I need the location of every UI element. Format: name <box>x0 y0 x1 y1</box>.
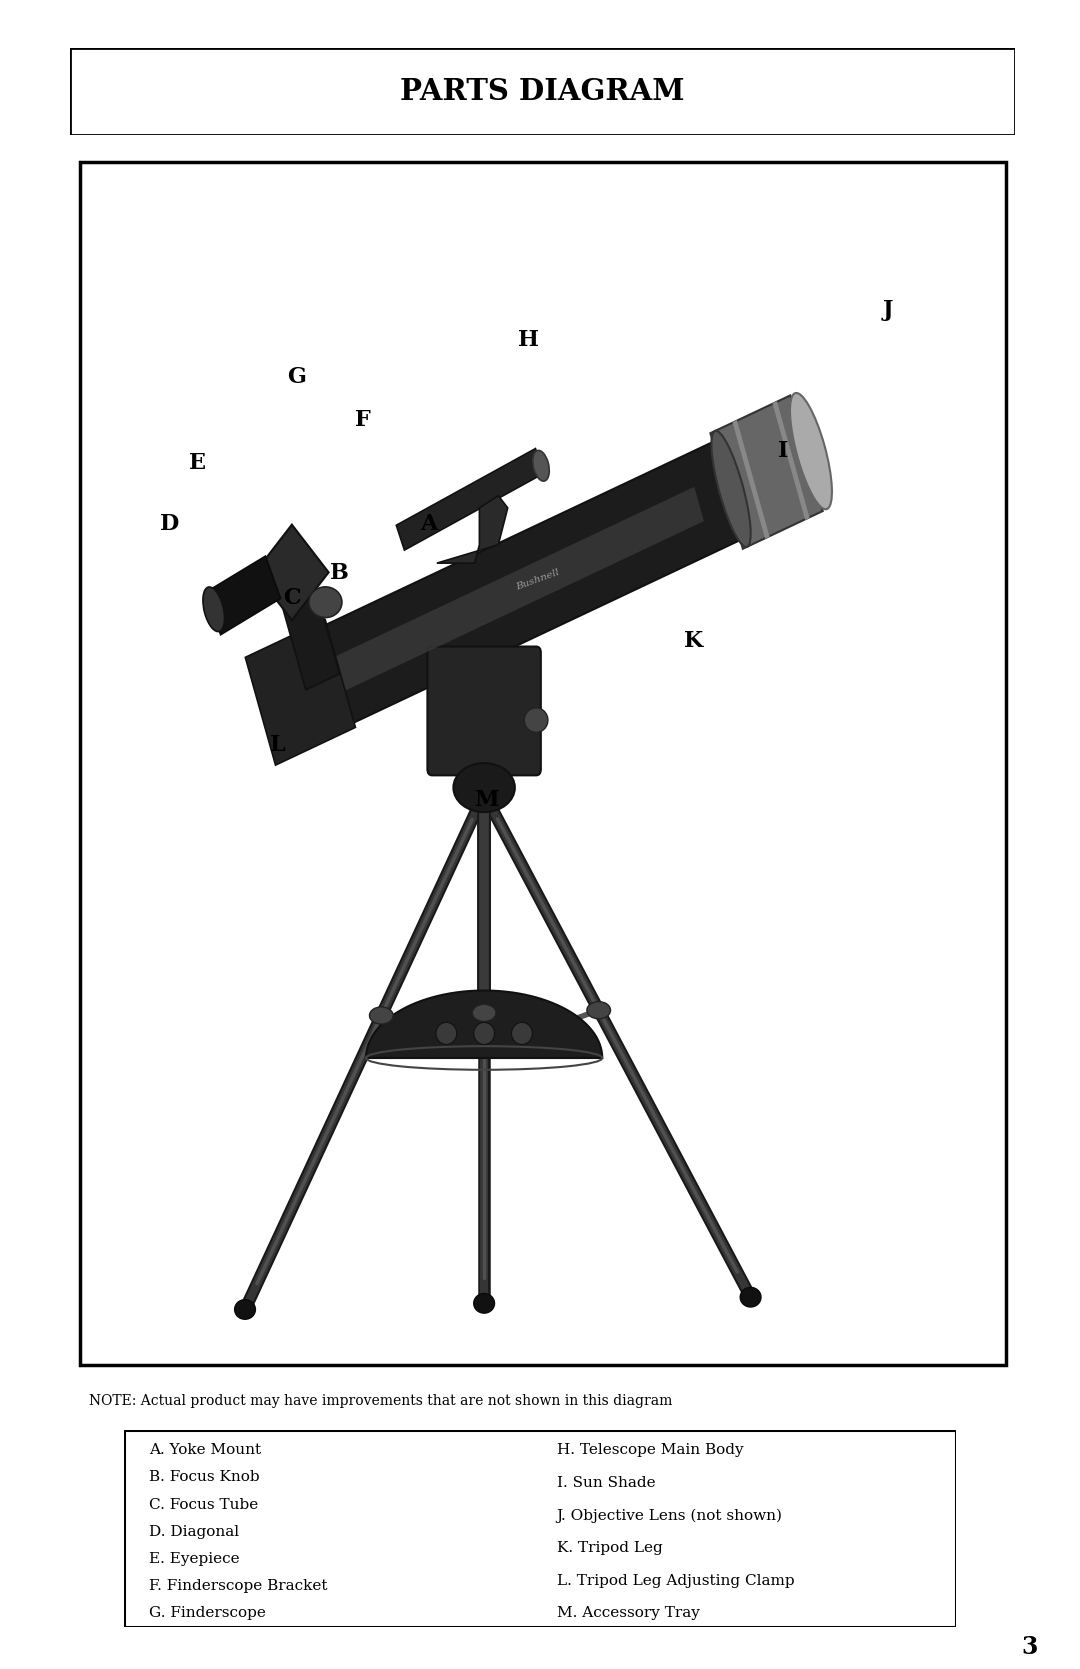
Ellipse shape <box>234 1300 255 1319</box>
Text: C. Focus Tube: C. Focus Tube <box>149 1497 258 1512</box>
Text: C: C <box>283 587 301 609</box>
Ellipse shape <box>309 587 342 618</box>
Ellipse shape <box>524 708 548 733</box>
Text: 3: 3 <box>1021 1636 1038 1659</box>
Ellipse shape <box>532 451 550 481</box>
Polygon shape <box>396 449 543 551</box>
Text: D. Diagonal: D. Diagonal <box>149 1525 240 1539</box>
Polygon shape <box>205 556 281 634</box>
Text: H. Telescope Main Body: H. Telescope Main Body <box>556 1444 743 1457</box>
Text: L: L <box>270 734 286 756</box>
Text: L. Tripod Leg Adjusting Clamp: L. Tripod Leg Adjusting Clamp <box>556 1574 794 1587</box>
Text: K. Tripod Leg: K. Tripod Leg <box>556 1540 662 1556</box>
Text: D: D <box>160 514 179 536</box>
Ellipse shape <box>712 431 751 547</box>
Ellipse shape <box>203 587 225 631</box>
Text: B: B <box>330 562 349 584</box>
Text: G: G <box>287 366 307 389</box>
Text: J. Objective Lens (not shown): J. Objective Lens (not shown) <box>556 1509 783 1522</box>
Text: J: J <box>882 299 893 320</box>
Text: F: F <box>355 409 372 431</box>
Polygon shape <box>279 487 704 718</box>
Polygon shape <box>245 619 355 764</box>
Text: NOTE: Actual product may have improvements that are not shown in this diagram: NOTE: Actual product may have improvemen… <box>89 1394 673 1409</box>
Polygon shape <box>772 401 810 521</box>
Ellipse shape <box>454 763 515 813</box>
Text: E: E <box>189 452 206 474</box>
FancyBboxPatch shape <box>428 646 541 776</box>
Text: M. Accessory Tray: M. Accessory Tray <box>556 1607 700 1621</box>
Ellipse shape <box>740 1287 761 1307</box>
Ellipse shape <box>789 392 832 509</box>
Ellipse shape <box>586 1001 610 1018</box>
Text: Bushnell: Bushnell <box>515 567 561 591</box>
Polygon shape <box>437 496 508 562</box>
Text: H: H <box>518 329 539 352</box>
Polygon shape <box>270 547 339 689</box>
Text: K: K <box>685 629 703 653</box>
Text: A. Yoke Mount: A. Yoke Mount <box>149 1444 261 1457</box>
Ellipse shape <box>436 1023 457 1045</box>
Text: I. Sun Shade: I. Sun Shade <box>556 1475 656 1490</box>
Ellipse shape <box>474 1293 495 1314</box>
Text: M: M <box>474 789 498 811</box>
Text: I: I <box>779 439 788 462</box>
Text: B. Focus Knob: B. Focus Knob <box>149 1470 260 1484</box>
Ellipse shape <box>472 1005 496 1021</box>
Ellipse shape <box>369 1006 393 1025</box>
Ellipse shape <box>512 1023 532 1045</box>
Polygon shape <box>366 990 603 1058</box>
Polygon shape <box>256 441 745 756</box>
Polygon shape <box>255 524 328 621</box>
Text: PARTS DIAGRAM: PARTS DIAGRAM <box>401 77 685 107</box>
Ellipse shape <box>474 1023 495 1045</box>
Polygon shape <box>711 396 823 549</box>
Text: F. Finderscope Bracket: F. Finderscope Bracket <box>149 1579 327 1594</box>
Text: E. Eyepiece: E. Eyepiece <box>149 1552 240 1566</box>
Polygon shape <box>732 421 770 539</box>
Text: A: A <box>420 514 438 536</box>
Text: G. Finderscope: G. Finderscope <box>149 1607 266 1621</box>
